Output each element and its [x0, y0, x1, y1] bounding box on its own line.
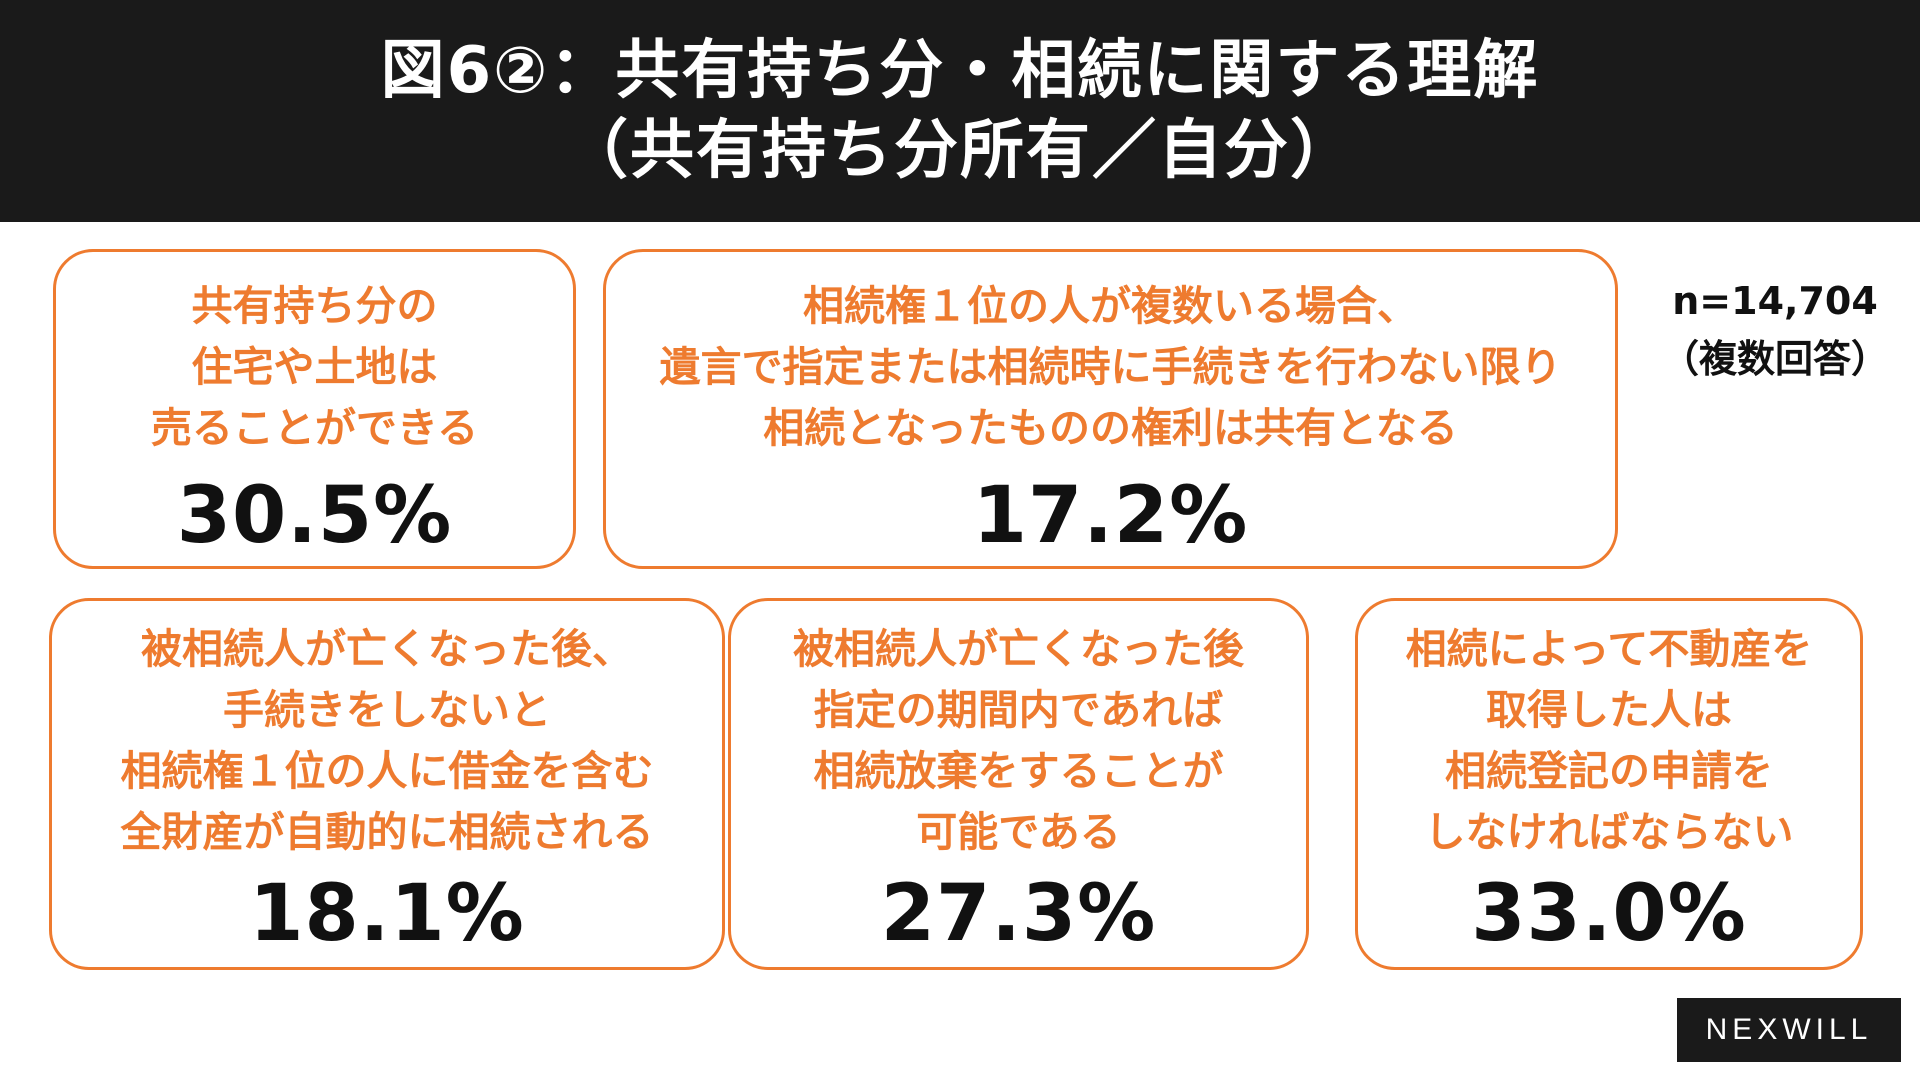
statement-line: 相続となったものの権利は共有となる: [763, 404, 1458, 452]
sample-size-note: n=14,704 （複数回答）: [1630, 272, 1920, 388]
nexwill-logo: NEXWILL: [1677, 998, 1901, 1062]
statement-line: 被相続人が亡くなった後: [793, 625, 1244, 673]
percentage-value: 33.0%: [1471, 869, 1747, 959]
statement-line: 住宅や土地は: [191, 343, 438, 391]
title-banner: 図6②：共有持ち分・相続に関する理解 （共有持ち分所有／自分）: [0, 0, 1920, 222]
statement-line: しなければならない: [1424, 808, 1794, 856]
statement-line: 全財産が自動的に相続される: [120, 808, 654, 856]
stat-card-multiple-heirs-shared: 相続権１位の人が複数いる場合、 遺言で指定または相続時に手続きを行わない限り 相…: [603, 249, 1618, 569]
percentage-value: 27.3%: [880, 869, 1157, 959]
statement-line: 相続権１位の人に借金を含む: [120, 747, 654, 795]
card-statement: 被相続人が亡くなった後 指定の期間内であれば 相続放棄をすることが 可能である: [793, 619, 1244, 863]
page-title: 図6②：共有持ち分・相続に関する理解: [380, 34, 1540, 108]
stat-card-inheritance-renunciation: 被相続人が亡くなった後 指定の期間内であれば 相続放棄をすることが 可能である …: [728, 598, 1309, 970]
page-subtitle: （共有持ち分所有／自分）: [564, 114, 1356, 188]
statement-line: 相続によって不動産を: [1405, 625, 1813, 673]
stat-card-co-ownership-sale: 共有持ち分の 住宅や土地は 売ることができる 30.5%: [53, 249, 576, 569]
statement-line: 手続きをしないと: [223, 686, 551, 734]
stat-card-registration-obligation: 相続によって不動産を 取得した人は 相続登記の申請を しなければならない 33.…: [1355, 598, 1863, 970]
stat-card-automatic-inheritance: 被相続人が亡くなった後、 手続きをしないと 相続権１位の人に借金を含む 全財産が…: [49, 598, 725, 970]
statement-line: 売ることができる: [150, 404, 479, 452]
multiple-answer-note: （複数回答）: [1660, 337, 1889, 381]
percentage-value: 17.2%: [972, 471, 1249, 561]
statement-line: 遺言で指定または相続時に手続きを行わない限り: [659, 343, 1562, 391]
card-statement: 共有持ち分の 住宅や土地は 売ることができる: [151, 276, 478, 459]
statement-line: 可能である: [916, 808, 1121, 856]
statement-line: 被相続人が亡くなった後、: [141, 625, 633, 673]
statement-line: 相続権１位の人が複数いる場合、: [803, 282, 1418, 330]
percentage-value: 30.5%: [176, 471, 453, 561]
card-statement: 相続によって不動産を 取得した人は 相続登記の申請を しなければならない: [1406, 619, 1813, 863]
percentage-value: 18.1%: [249, 869, 525, 959]
card-statement: 相続権１位の人が複数いる場合、 遺言で指定または相続時に手続きを行わない限り 相…: [660, 276, 1562, 459]
sample-size: n=14,704: [1672, 279, 1878, 323]
statement-line: 共有持ち分の: [191, 282, 438, 330]
statement-line: 相続放棄をすることが: [813, 747, 1224, 795]
card-statement: 被相続人が亡くなった後、 手続きをしないと 相続権１位の人に借金を含む 全財産が…: [121, 619, 654, 863]
statement-line: 相続登記の申請を: [1444, 747, 1773, 795]
statement-line: 取得した人は: [1485, 686, 1732, 734]
statement-line: 指定の期間内であれば: [813, 686, 1224, 734]
